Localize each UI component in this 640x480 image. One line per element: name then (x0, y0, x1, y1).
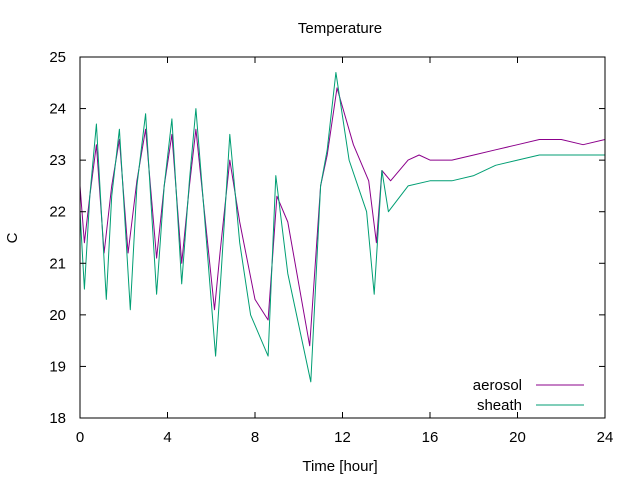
y-tick-label: 24 (49, 101, 66, 118)
legend-label-sheath: sheath (477, 397, 522, 414)
series-line-sheath (79, 72, 605, 383)
x-axis-label: Time [hour] (302, 458, 377, 475)
y-tick-label: 21 (49, 255, 66, 272)
y-tick-label: 22 (49, 204, 66, 221)
x-tick-label: 16 (422, 429, 439, 446)
y-tick-label: 18 (49, 410, 66, 427)
y-tick-label: 25 (49, 49, 66, 66)
legend: aerosol sheath (473, 377, 584, 414)
y-tick-label: 19 (49, 358, 66, 375)
series-layer (79, 72, 606, 383)
plot-frame (79, 56, 606, 419)
y-tick-label: 23 (49, 152, 66, 169)
x-tick-label: 0 (76, 429, 84, 446)
y-tick-label: 20 (49, 307, 66, 324)
x-tick-label: 24 (597, 429, 614, 446)
series-line-aerosol (79, 87, 606, 347)
x-tick-label: 20 (509, 429, 526, 446)
x-tick-label: 8 (251, 429, 259, 446)
x-tick-label: 12 (334, 429, 351, 446)
y-axis-label: C (4, 232, 21, 243)
chart-title: Temperature (298, 20, 382, 37)
x-tick-label: 4 (163, 429, 171, 446)
legend-label-aerosol: aerosol (473, 377, 522, 394)
